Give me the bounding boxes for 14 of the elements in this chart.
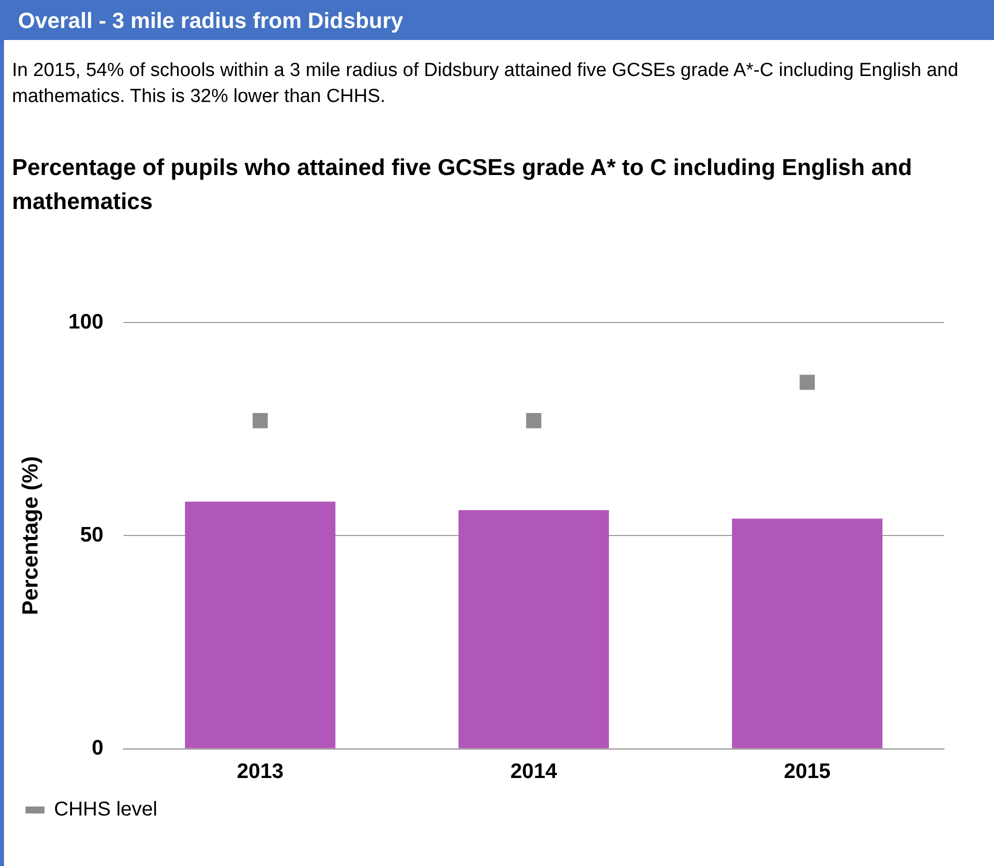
bar xyxy=(732,518,882,748)
y-tick-label: 50 xyxy=(80,523,104,546)
text: In 2015, 54% of schools within a 3 mile radius of Didsbury attained five GCSEs grade A*-C including English and mathematics. This is 32% lower than CHHS. xyxy=(12,59,960,109)
y-tick-label: 100 xyxy=(68,310,104,334)
x-tick-label: 2015 xyxy=(784,760,831,784)
x-tick-label: 2014 xyxy=(510,760,558,784)
text: Overall - 3 mile radius from Didsbury xyxy=(4,0,994,40)
y-tick-label: 0 xyxy=(92,736,104,760)
chart-title: Percentage of pupils who attained five GCSEs grade A* to C including English and mathematics xyxy=(12,153,914,216)
x-tick-label: 2013 xyxy=(236,760,284,784)
bar xyxy=(184,502,336,748)
legend-label: CHHS level xyxy=(54,798,158,821)
bar xyxy=(458,510,609,748)
y-axis-title: Percentage (%) xyxy=(17,456,42,616)
